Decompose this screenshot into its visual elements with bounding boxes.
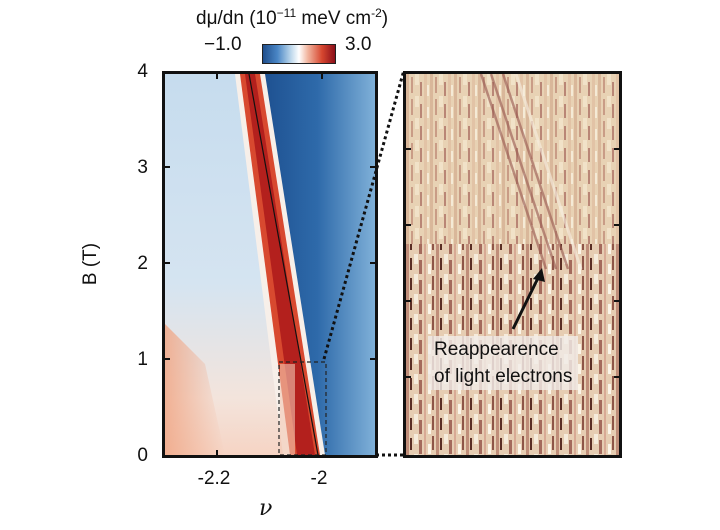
heatmap-zoom-panel [403, 71, 622, 458]
annotation-light-electrons: Reappearence of light electrons [428, 336, 579, 390]
colorbar [262, 44, 336, 64]
heatmap-zoom-svg [406, 74, 619, 455]
heatmap-left-svg [165, 74, 375, 455]
x-axis-label: ν [259, 496, 273, 521]
ytick-4: 4 [137, 61, 148, 82]
heatmap-left-panel [162, 71, 378, 458]
xtick-neg2.2: -2.2 [197, 468, 231, 489]
colorbar-min-label: −1.0 [204, 34, 242, 55]
ytick-2: 2 [137, 253, 148, 274]
ytick-3: 3 [137, 157, 148, 178]
ytick-0: 0 [137, 445, 148, 466]
ytick-1: 1 [137, 349, 148, 370]
annotation-line-1: Reappearence [434, 339, 559, 360]
xtick-neg2: -2 [310, 468, 328, 489]
annotation-line-2: of light electrons [434, 366, 573, 387]
colorbar-max-label: 3.0 [345, 34, 372, 55]
colorbar-title: dμ/dn (10−11 meV cm-2) [196, 6, 389, 29]
zoom-connector-lines [322, 69, 406, 457]
y-axis-label: B (T) [80, 242, 102, 286]
